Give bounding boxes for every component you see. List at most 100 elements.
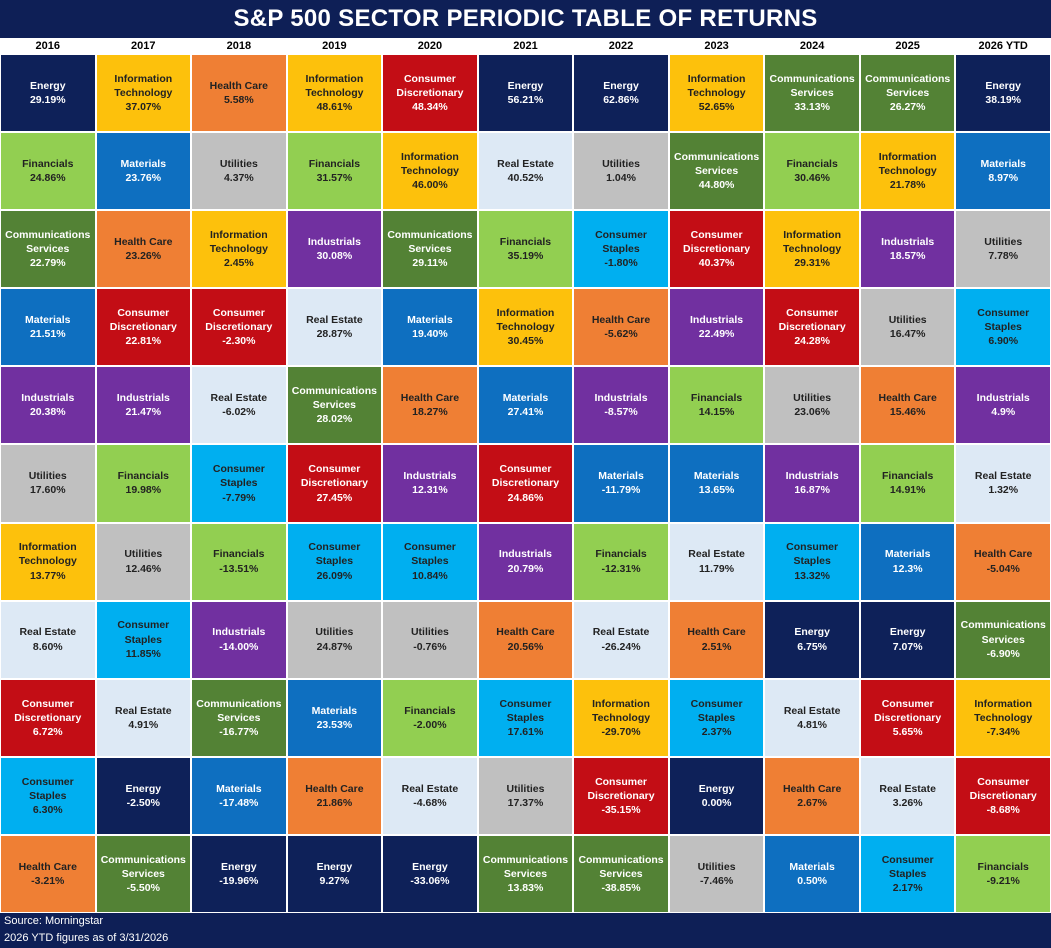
return-value: -5.50% [126, 882, 160, 895]
cell-2016-consumer-staples: Consumer Staples 6.30% [0, 756, 96, 835]
cell-2018-materials: Materials -17.48% [191, 756, 287, 835]
year-header-2026-ytd: 2026 YTD [978, 40, 1028, 52]
cell-2019-health-care: Health Care 21.86% [286, 756, 383, 835]
return-value: 40.52% [507, 172, 544, 185]
cell-2022-health-care: Health Care -5.62% [573, 288, 669, 367]
sector-label: Utilities [793, 392, 832, 405]
cell-2025-health-care: Health Care 15.46% [859, 366, 956, 445]
cell-2019-information-technology: Information Technology 48.61% [286, 54, 383, 133]
return-value: 16.47% [889, 328, 926, 341]
return-value: -8.68% [986, 803, 1020, 816]
cell-2019-financials: Financials 31.57% [286, 132, 383, 211]
year-header-2021: 2021 [513, 40, 538, 52]
year-header-2017: 2017 [131, 40, 156, 52]
cell-2021-real-estate: Real Estate 40.52% [477, 132, 574, 211]
sector-label: Real Estate [879, 782, 936, 795]
sector-label: Information Technology [305, 72, 364, 99]
sector-label: Communications Services [769, 72, 855, 99]
sector-label: Energy [794, 626, 830, 639]
return-value: 21.51% [29, 328, 66, 341]
sector-label: Health Care [878, 392, 937, 405]
cell-2018-utilities: Utilities 4.37% [191, 132, 287, 211]
sector-label: Utilities [124, 548, 163, 561]
cell-2021-health-care: Health Care 20.56% [477, 600, 574, 679]
sector-label: Consumer Discretionary [396, 72, 464, 99]
return-value: -12.31% [601, 562, 641, 575]
return-value: 23.76% [125, 172, 162, 185]
sector-label: Financials [404, 704, 456, 717]
sector-label: Consumer Staples [881, 853, 934, 880]
return-value: 4.91% [128, 718, 159, 731]
year-header-2020: 2020 [417, 40, 443, 52]
cell-2026-ytd-financials: Financials -9.21% [955, 834, 1051, 913]
cell-2020-materials: Materials 19.40% [382, 288, 478, 367]
sector-label: Utilities [506, 782, 545, 795]
return-value: -9.21% [986, 874, 1020, 887]
return-value: -7.46% [699, 874, 734, 887]
return-value: 24.28% [794, 335, 830, 348]
return-value: 3.26% [892, 796, 923, 809]
sector-label: Energy [316, 860, 353, 873]
return-value: 10.84% [412, 569, 448, 582]
sector-label: Industrials [307, 236, 361, 249]
cell-2022-communications-services: Communications Services -38.85% [573, 834, 669, 913]
return-value: 0.00% [701, 796, 732, 809]
return-value: -1.80% [604, 257, 638, 270]
sector-label: Industrials [116, 392, 170, 405]
sector-label: Information Technology [783, 228, 842, 256]
cell-2023-consumer-discretionary: Consumer Discretionary 40.37% [668, 210, 765, 289]
sector-label: Materials [693, 470, 740, 483]
return-value: 56.21% [507, 94, 544, 107]
cell-2022-real-estate: Real Estate -26.24% [573, 600, 669, 679]
cell-2026-ytd-energy: Energy 38.19% [955, 54, 1051, 133]
cell-2023-utilities: Utilities -7.46% [668, 834, 765, 913]
return-value: -2.50% [126, 796, 160, 809]
cell-2016-health-care: Health Care -3.21% [0, 834, 96, 913]
year-header-2024: 2024 [799, 40, 825, 52]
sector-label: Financials [595, 548, 647, 561]
return-value: 26.27% [889, 101, 926, 114]
cell-2026-ytd-real-estate: Real Estate 1.32% [955, 444, 1051, 523]
return-value: 24.86% [29, 172, 66, 185]
cell-2020-information-technology: Information Technology 46.00% [382, 132, 478, 211]
cell-2016-financials: Financials 24.86% [0, 132, 96, 211]
return-value: 46.00% [412, 179, 448, 192]
sector-label: Real Estate [114, 704, 172, 717]
sector-label: Information Technology [400, 150, 459, 178]
sector-label: Energy [125, 782, 162, 795]
sector-label: Financials [499, 236, 552, 249]
sector-label: Real Estate [306, 314, 363, 327]
sector-label: Communications Services [100, 853, 186, 880]
return-value: -7.34% [986, 725, 1020, 738]
return-value: 2.37% [701, 725, 732, 738]
sector-label: Energy [985, 79, 1022, 92]
sector-label: Health Care [591, 314, 651, 327]
return-value: -7.79% [222, 491, 256, 504]
return-value: 23.53% [316, 718, 353, 731]
cell-2024-information-technology: Information Technology 29.31% [764, 210, 860, 289]
cell-2022-utilities: Utilities 1.04% [573, 132, 669, 211]
return-value: 19.40% [412, 328, 448, 341]
sector-label: Health Care [305, 782, 364, 795]
cell-2023-materials: Materials 13.65% [668, 444, 765, 523]
return-value: 18.57% [889, 250, 926, 263]
return-value: 24.86% [507, 491, 544, 504]
sector-label: Energy [603, 79, 639, 92]
sector-label: Materials [789, 860, 835, 873]
cell-2026-ytd-consumer-staples: Consumer Staples 6.90% [955, 288, 1051, 367]
sector-label: Materials [884, 548, 931, 561]
sector-label: Industrials [212, 626, 266, 639]
return-value: 6.72% [32, 725, 63, 738]
cell-2021-utilities: Utilities 17.37% [477, 756, 574, 835]
cell-2016-consumer-discretionary: Consumer Discretionary 6.72% [0, 678, 96, 757]
return-value: -8.57% [604, 406, 638, 419]
cell-2026-ytd-utilities: Utilities 7.78% [955, 210, 1051, 289]
cell-2020-real-estate: Real Estate -4.68% [382, 756, 478, 835]
sector-label: Health Care [400, 392, 460, 405]
cell-2026-ytd-information-technology: Information Technology -7.34% [955, 678, 1051, 757]
sector-label: Financials [881, 470, 934, 483]
sector-label: Utilities [888, 314, 927, 327]
cell-2024-financials: Financials 30.46% [764, 132, 860, 211]
sector-label: Consumer Discretionary [109, 307, 177, 334]
cell-2023-health-care: Health Care 2.51% [668, 600, 765, 679]
